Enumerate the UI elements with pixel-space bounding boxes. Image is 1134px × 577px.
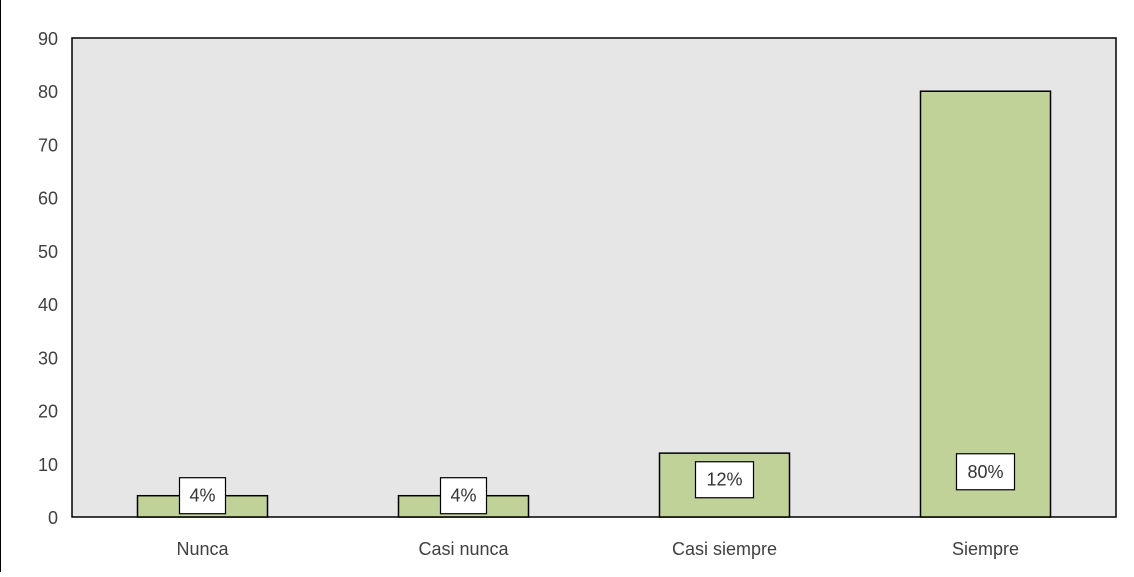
y-tick-label: 90 [38,29,58,49]
y-tick-label: 0 [48,508,58,528]
y-tick-label: 10 [38,455,58,475]
data-label: 12% [706,470,742,490]
x-tick-label: Casi nunca [418,539,509,559]
y-tick-label: 20 [38,402,58,422]
x-tick-label: Casi siempre [672,539,777,559]
y-tick-label: 70 [38,135,58,155]
y-tick-label: 60 [38,189,58,209]
y-tick-label: 80 [38,82,58,102]
y-tick-label: 40 [38,295,58,315]
data-label: 4% [450,486,476,506]
y-tick-label: 30 [38,348,58,368]
data-label: 4% [189,486,215,506]
bar [921,91,1051,517]
x-tick-label: Nunca [176,539,229,559]
data-label: 80% [967,462,1003,482]
x-tick-label: Siempre [952,539,1019,559]
y-tick-label: 50 [38,242,58,262]
